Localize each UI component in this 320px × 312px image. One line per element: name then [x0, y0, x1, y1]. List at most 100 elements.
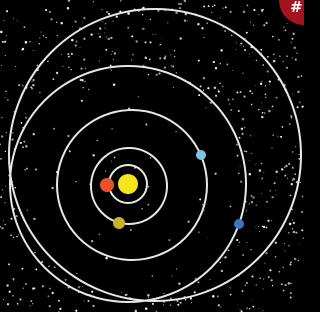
- star: [33, 218, 35, 220]
- star: [203, 77, 205, 79]
- page: {"badge": {"label": "#"}} # (() => { con…: [0, 0, 304, 312]
- planet[interactable]: [196, 150, 206, 160]
- star: [152, 34, 153, 35]
- star: [172, 65, 174, 67]
- star: [143, 28, 145, 30]
- star: [253, 9, 255, 11]
- star: [58, 300, 60, 302]
- star: [165, 10, 166, 11]
- badge-label[interactable]: #: [290, 0, 303, 16]
- star: [11, 218, 13, 220]
- star: [290, 115, 292, 117]
- star: [175, 11, 178, 14]
- star: [210, 102, 212, 104]
- star: [180, 3, 182, 5]
- star: [67, 7, 70, 10]
- star: [261, 163, 263, 165]
- star: [1, 135, 4, 138]
- star: [81, 100, 83, 102]
- star: [238, 305, 239, 306]
- planet[interactable]: [100, 178, 114, 192]
- star: [92, 154, 94, 156]
- star: [174, 50, 176, 52]
- star: [276, 97, 278, 99]
- star: [83, 58, 85, 60]
- star: [67, 53, 69, 55]
- star: [148, 74, 149, 75]
- star: [152, 275, 153, 276]
- planet[interactable]: [113, 217, 125, 229]
- star: [260, 278, 261, 279]
- star: [111, 128, 112, 129]
- star: [214, 173, 216, 175]
- sun[interactable]: [118, 174, 138, 194]
- star: [116, 16, 118, 18]
- star: [301, 75, 303, 77]
- star: [82, 87, 84, 89]
- star: [283, 290, 285, 292]
- star: [40, 31, 41, 32]
- star: [132, 54, 134, 56]
- star: [252, 52, 253, 53]
- star: [27, 210, 28, 211]
- star: [164, 66, 166, 68]
- star: [61, 22, 63, 24]
- star: [70, 69, 71, 70]
- star: [293, 178, 296, 181]
- star: [102, 21, 103, 22]
- star: [197, 281, 199, 283]
- star: [25, 169, 26, 170]
- star: [214, 4, 216, 6]
- star: [258, 308, 259, 309]
- star: [142, 14, 143, 15]
- star: [111, 54, 112, 55]
- star: [171, 276, 172, 277]
- planet[interactable]: [234, 219, 244, 229]
- star: [176, 268, 177, 269]
- star: [54, 266, 56, 268]
- star: [162, 37, 163, 38]
- star: [284, 166, 286, 168]
- star: [270, 190, 271, 191]
- star: [218, 304, 220, 306]
- star: [76, 41, 78, 43]
- star: [264, 263, 265, 264]
- star: [251, 201, 253, 203]
- star: [284, 284, 286, 286]
- star: [105, 49, 107, 51]
- star: [286, 23, 287, 24]
- star: [258, 14, 259, 15]
- star: [230, 294, 232, 296]
- star: [43, 35, 44, 36]
- star: [145, 123, 147, 125]
- star: [202, 204, 203, 205]
- star: [293, 222, 295, 224]
- star: [170, 54, 171, 55]
- star: [289, 263, 291, 265]
- star: [25, 145, 28, 148]
- star: [199, 198, 201, 200]
- star: [269, 84, 270, 85]
- star: [263, 226, 265, 228]
- solar-system-view: #: [0, 0, 304, 312]
- star: [242, 73, 243, 74]
- star: [160, 44, 161, 45]
- star: [5, 55, 6, 56]
- star: [251, 93, 252, 94]
- star: [171, 65, 172, 66]
- star: [14, 187, 16, 189]
- star: [39, 43, 40, 44]
- star: [249, 90, 251, 92]
- star: [215, 95, 217, 97]
- star: [250, 22, 251, 23]
- star: [6, 284, 8, 286]
- star: [170, 298, 171, 299]
- star: [13, 278, 15, 280]
- star: [3, 20, 4, 21]
- star: [219, 82, 221, 84]
- star: [271, 148, 272, 149]
- star: [127, 27, 129, 29]
- star: [262, 64, 264, 66]
- star: [113, 59, 114, 60]
- star: [201, 27, 203, 29]
